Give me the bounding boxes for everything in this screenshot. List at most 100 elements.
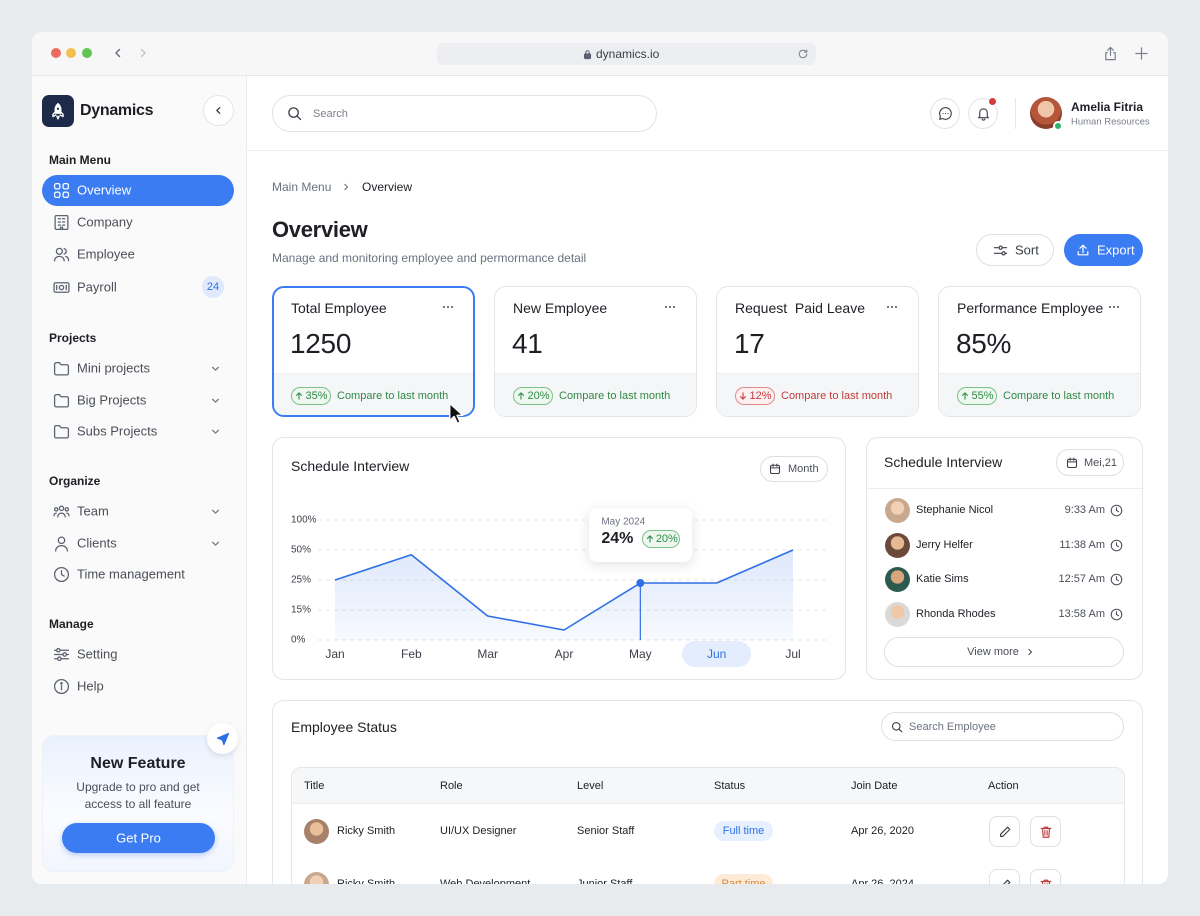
chart-filter-button[interactable] [760, 456, 828, 482]
icon-shape [53, 214, 69, 230]
expand-chevron [211, 509, 219, 514]
icon-shape [115, 48, 121, 58]
view-more-button[interactable] [884, 637, 1124, 667]
menu-dot [1113, 306, 1115, 308]
column-header: Role [440, 780, 463, 792]
delete-button[interactable] [1030, 816, 1061, 847]
icon-shape [1000, 250, 1006, 255]
avatar[interactable] [884, 566, 910, 592]
menu-label: Clients [77, 535, 117, 551]
avatar[interactable] [884, 497, 910, 523]
x-tick-label: Jun [706, 647, 727, 661]
search-box[interactable] [272, 95, 657, 132]
menu-icon [52, 505, 70, 517]
icon-shape [60, 569, 65, 577]
avatar[interactable] [884, 532, 910, 558]
interviewee-name: Rhonda Rhodes [916, 608, 996, 620]
menu-item[interactable] [42, 174, 234, 206]
browser-window: dynamics.io Dynamics Main Menu Overview Comp… [32, 32, 1168, 884]
avatar[interactable] [303, 871, 329, 884]
online-dot [1053, 121, 1063, 131]
icon-shape [1110, 539, 1122, 551]
menu-label: Subs Projects [77, 423, 158, 439]
icon-shape [977, 108, 989, 119]
export-icon [1077, 244, 1089, 256]
icon-shape [216, 107, 221, 114]
icon-shape [211, 429, 219, 434]
tooltip-title: May 2024 [601, 516, 646, 528]
export-button[interactable] [1064, 234, 1143, 266]
menu-item[interactable] [42, 528, 234, 559]
collapse-button[interactable] [203, 95, 234, 126]
menu-icon [53, 647, 69, 661]
trend-chip: 55% [957, 387, 997, 405]
trend-value: 55% [971, 390, 994, 402]
employee-search[interactable] [881, 712, 1124, 741]
stat-card[interactable] [494, 286, 697, 417]
chat-button[interactable] [930, 98, 960, 129]
icon-shape [296, 392, 303, 400]
line [334, 549, 794, 631]
trend-value: 35% [305, 390, 328, 402]
menu-dot [1109, 306, 1111, 308]
employee-join-date: Apr 26, 2024 [851, 878, 914, 884]
icon-shape [287, 107, 299, 118]
menu-item[interactable] [42, 239, 234, 270]
menu-icon [53, 566, 69, 582]
employee-level: Senior Staff [577, 825, 635, 837]
interview-time: 11:38 Am [1059, 539, 1105, 551]
menu-badge-count: 24 [206, 281, 220, 293]
icon-shape [64, 506, 69, 512]
avatar[interactable] [303, 818, 329, 844]
icon-shape [53, 247, 69, 262]
stat-card[interactable] [716, 286, 919, 417]
window-control[interactable] [51, 48, 61, 58]
y-tick-label: 50% [291, 544, 312, 556]
address-bar[interactable] [437, 43, 816, 65]
employee-status-panel [272, 700, 1143, 884]
reload-icon [798, 49, 808, 59]
menu-icon [53, 247, 69, 262]
menu-dot [443, 306, 445, 308]
mouse-cursor [449, 402, 464, 424]
menu-dot [665, 306, 667, 308]
expand-chevron [211, 398, 219, 403]
edit-icon [1002, 879, 1010, 884]
menu-item[interactable] [42, 639, 234, 670]
schedule-date: Mei,21 [1084, 457, 1118, 469]
window-control[interactable] [82, 48, 92, 58]
edit-button[interactable] [989, 816, 1020, 847]
employee-role: Web Development [440, 878, 531, 884]
icon-shape [56, 107, 60, 110]
collapse-icon [216, 107, 221, 114]
chat-icon [938, 107, 952, 120]
icon-shape [1040, 826, 1051, 838]
window-control[interactable] [66, 48, 76, 58]
stat-card[interactable] [938, 286, 1141, 417]
x-tick-label: Mar [477, 647, 498, 661]
delete-button[interactable] [1030, 869, 1061, 884]
stat-card[interactable] [272, 286, 475, 417]
forward-button [140, 48, 146, 58]
employee-table [291, 767, 1125, 884]
interviewee-name: Katie Sims [916, 573, 969, 585]
menu-item[interactable] [42, 496, 234, 527]
avatar[interactable] [884, 601, 910, 627]
icon-shape [1066, 457, 1078, 462]
promo-button[interactable] [62, 823, 215, 853]
notification-button[interactable] [968, 98, 998, 129]
promo-text: Upgrade to pro and get access to all fea… [76, 780, 200, 811]
schedule-date-button[interactable] [1056, 449, 1124, 476]
back-button [115, 48, 121, 58]
menu-item[interactable] [42, 207, 234, 238]
sort-button[interactable] [976, 234, 1054, 266]
icon-shape [57, 535, 65, 544]
delete-icon [1040, 879, 1051, 884]
chart [318, 519, 828, 641]
menu-item[interactable] [42, 671, 234, 702]
sort-label: Sort [1015, 242, 1039, 258]
edit-button[interactable] [989, 869, 1020, 884]
icon-shape [296, 115, 301, 121]
employee-role: UI/UX Designer [440, 825, 517, 837]
menu-dot [669, 306, 671, 308]
